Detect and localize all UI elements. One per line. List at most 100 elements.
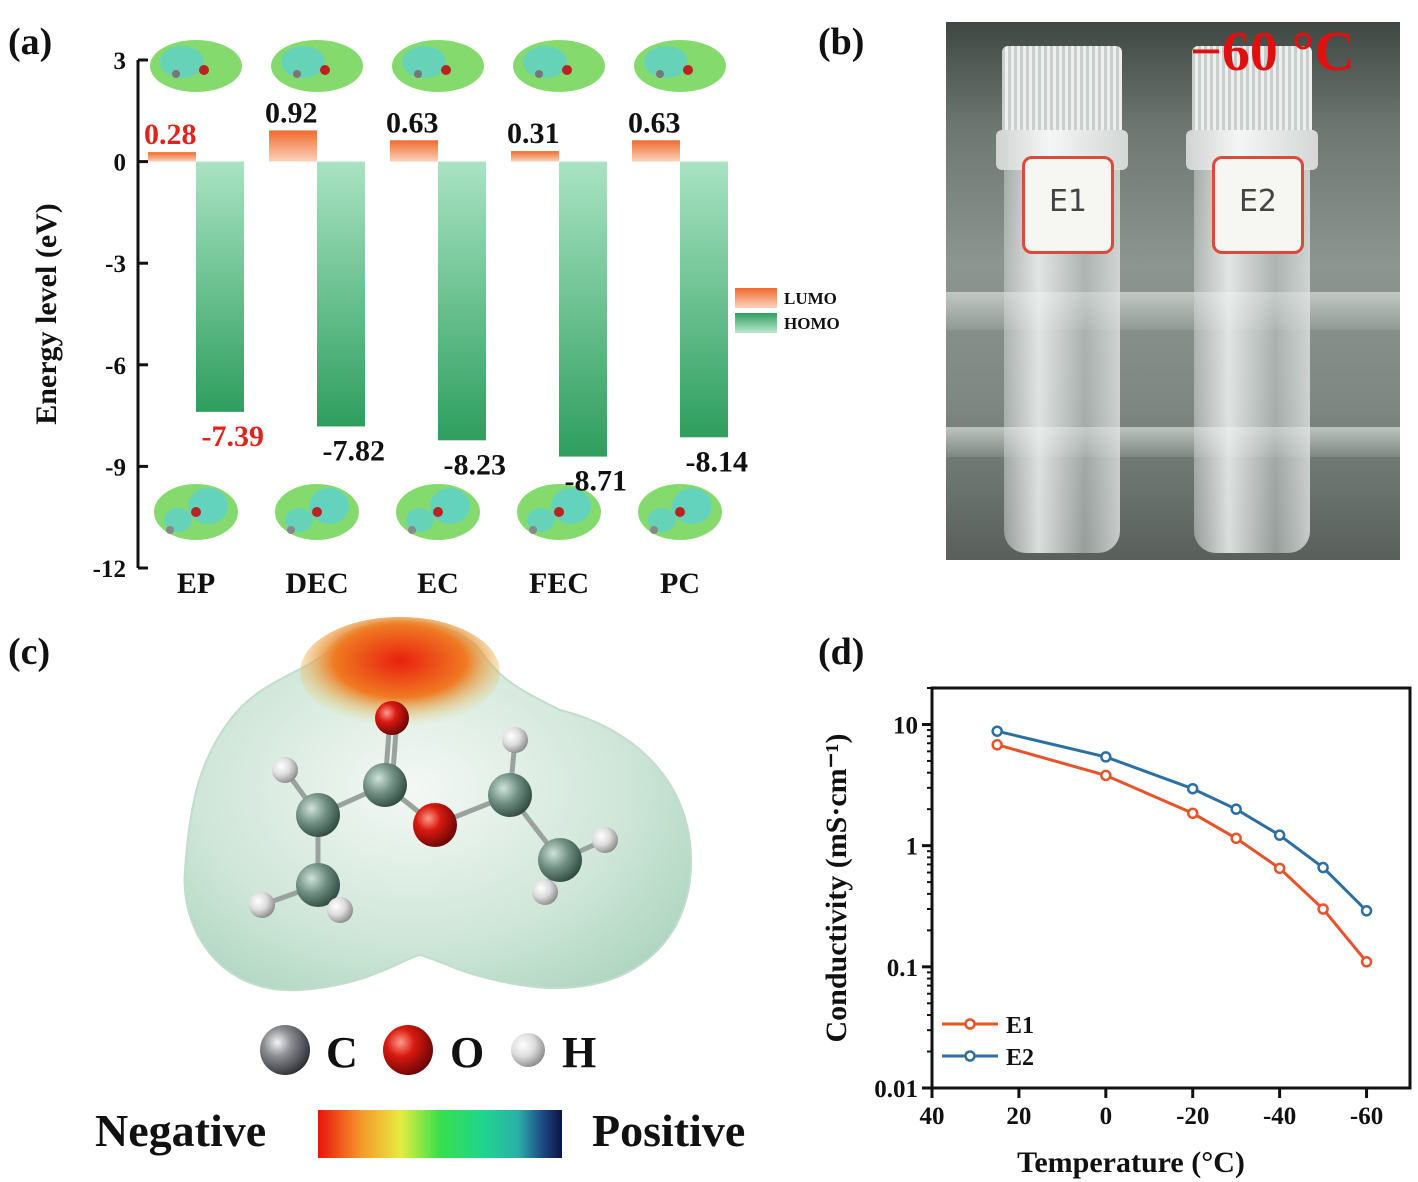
lumo-orbital-image xyxy=(271,40,363,92)
vial-label-e1: E1 xyxy=(1022,156,1114,254)
lumo-value-label: 0.63 xyxy=(628,106,681,139)
d-data-point-e1 xyxy=(1230,832,1242,845)
homo-value-label: -8.23 xyxy=(444,448,507,481)
homo-bar xyxy=(680,161,728,438)
d-data-point-e2 xyxy=(1317,861,1329,874)
carbon-atom-icon xyxy=(260,1025,310,1075)
photo-temperature-label: −60 °C xyxy=(1190,21,1355,83)
hydrogen-atom-icon xyxy=(511,1033,545,1067)
esp-scale-positive: Positive xyxy=(592,1105,745,1156)
lumo-value-label: 0.92 xyxy=(265,96,318,129)
atom-legend-h: H xyxy=(562,1028,596,1077)
vial-label-e2: E2 xyxy=(1212,156,1304,254)
vial-e2: E2 xyxy=(1186,22,1318,560)
a-category-label: PC xyxy=(660,567,700,600)
lumo-value-label: 0.31 xyxy=(507,117,560,150)
lumo-bar xyxy=(390,140,438,162)
vial-photo: E1 E2 xyxy=(946,22,1400,560)
d-data-point-e1 xyxy=(1317,903,1329,915)
homo-value-label: -7.82 xyxy=(323,434,386,467)
d-series-line-e2 xyxy=(996,729,1368,912)
d-data-point-e1 xyxy=(991,739,1003,751)
energy-level-chart: 3 0 -3 -6 -9 -12 Energy level (eV) 0.28 -7.39 EP… xyxy=(30,40,840,600)
homo-orbital-image xyxy=(154,484,238,540)
d-data-point-e2 xyxy=(1186,782,1199,795)
d-y-tick-label: 0.01 xyxy=(874,1076,918,1103)
lumo-bar xyxy=(269,130,317,162)
d-legend-label: E2 xyxy=(1006,1045,1034,1071)
d-x-tick-label: 0 xyxy=(1100,1103,1113,1130)
esp-scale-negative: Negative xyxy=(95,1105,266,1156)
a-y-tick-label: 3 xyxy=(114,48,127,75)
d-y-tick-label: 10 xyxy=(893,712,918,739)
vial-e1: E1 xyxy=(996,22,1128,560)
homo-bar xyxy=(559,161,607,457)
d-data-point-e1 xyxy=(1100,769,1112,782)
panel-label-b: (b) xyxy=(818,21,865,63)
d-x-axis-title: Temperature (°C) xyxy=(1017,1146,1245,1179)
a-y-tick-label: 0 xyxy=(114,150,127,177)
panel-label-a: (a) xyxy=(8,21,53,63)
d-y-tick-label: 1 xyxy=(906,834,919,861)
lumo-orbital-image xyxy=(634,40,726,92)
esp-color-scale xyxy=(318,1110,562,1158)
d-data-point-e2 xyxy=(1230,803,1242,815)
a-category-label: EP xyxy=(177,567,215,600)
homo-value-label: -7.39 xyxy=(202,420,265,453)
d-data-point-e2 xyxy=(1273,829,1286,841)
homo-orbital-image xyxy=(517,484,601,540)
molecule-atoms xyxy=(249,701,618,923)
homo-value-label: -8.14 xyxy=(686,445,749,478)
homo-bar xyxy=(196,161,244,412)
legend-homo-label: HOMO xyxy=(784,314,840,333)
oxygen-atom-icon xyxy=(383,1025,433,1075)
d-legend-marker xyxy=(964,1050,976,1062)
legend-lumo-swatch xyxy=(735,288,777,308)
d-y-axis-title: Conductivity (mS·cm⁻¹) xyxy=(820,734,853,1043)
homo-bar xyxy=(317,161,365,427)
d-x-tick-label: 40 xyxy=(920,1103,945,1130)
d-x-tick-label: 20 xyxy=(1006,1103,1031,1130)
d-data-point-e1 xyxy=(1273,862,1286,875)
d-plot-frame xyxy=(930,686,1412,1090)
homo-bar xyxy=(438,161,486,441)
lumo-orbital-image xyxy=(513,40,605,92)
d-legend-marker xyxy=(964,1018,976,1030)
d-x-tick-label: -60 xyxy=(1350,1103,1383,1130)
a-y-axis-title: Energy level (eV) xyxy=(30,203,63,425)
a-y-tick-label: -9 xyxy=(105,454,126,481)
homo-orbital-image xyxy=(275,484,359,540)
lumo-orbital-image xyxy=(392,40,484,92)
homo-orbital-image xyxy=(396,484,480,540)
homo-value-label: -8.71 xyxy=(565,465,628,498)
d-data-point-e2 xyxy=(991,725,1003,737)
molecule-bonds xyxy=(261,717,607,912)
a-y-tick-label: -6 xyxy=(105,353,126,380)
d-data-point-e1 xyxy=(1186,807,1199,820)
d-y-tick-label: 0.1 xyxy=(887,955,918,982)
d-x-tick-label: -20 xyxy=(1176,1103,1209,1130)
d-x-tick-label: -40 xyxy=(1263,1103,1296,1130)
panel-label-c: (c) xyxy=(8,631,51,673)
lumo-value-label: 0.63 xyxy=(386,106,439,139)
lumo-value-label: 0.28 xyxy=(144,118,197,151)
homo-orbital-image xyxy=(638,484,722,540)
lumo-orbital-image xyxy=(150,40,242,92)
atom-legend-c: C xyxy=(326,1028,358,1077)
a-category-label: DEC xyxy=(285,567,348,600)
negative-potential-region xyxy=(300,617,500,727)
d-data-point-e2 xyxy=(1100,751,1112,763)
lumo-bar xyxy=(632,140,680,162)
legend-homo-swatch xyxy=(735,313,777,333)
a-category-label: FEC xyxy=(529,567,589,600)
lumo-bar xyxy=(511,151,559,162)
d-series-line-e1 xyxy=(996,743,1368,963)
a-y-tick-label: -3 xyxy=(105,251,126,278)
d-legend-label: E1 xyxy=(1006,1013,1034,1039)
esp-surface xyxy=(183,620,693,992)
a-category-label: EC xyxy=(417,567,459,600)
d-data-point-e2 xyxy=(1360,905,1373,917)
atom-legend-o: O xyxy=(450,1028,484,1077)
lumo-bar xyxy=(148,152,196,162)
a-y-tick-label: -12 xyxy=(93,556,126,583)
